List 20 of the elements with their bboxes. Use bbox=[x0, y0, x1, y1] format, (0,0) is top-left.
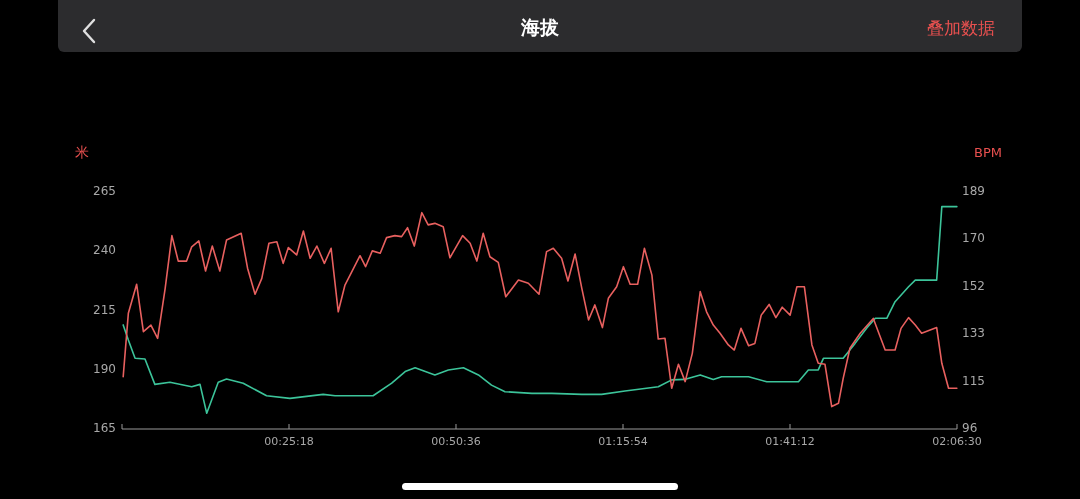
y-tick-label: 215 bbox=[93, 302, 116, 317]
x-tick-label: 01:15:54 bbox=[598, 435, 648, 448]
y-axis-title: 米 bbox=[75, 144, 89, 160]
y2-tick-label: 115 bbox=[962, 373, 985, 388]
x-tick-label: 00:50:36 bbox=[431, 435, 481, 448]
y-tick-label: 240 bbox=[93, 243, 116, 258]
x-tick-label: 01:41:12 bbox=[765, 435, 815, 448]
y2-tick-label: 170 bbox=[962, 231, 985, 246]
annotation: 叠加数据 bbox=[927, 18, 995, 38]
title: 海拔 bbox=[521, 16, 559, 38]
y2-axis-title: BPM bbox=[974, 145, 1002, 160]
x-tick-label: 00:25:18 bbox=[264, 435, 314, 448]
y-tick-label: 165 bbox=[93, 421, 116, 435]
y-tick-label: 265 bbox=[93, 184, 116, 198]
y2-tick-label: 152 bbox=[962, 278, 985, 293]
y2-tick-label: 189 bbox=[962, 184, 985, 198]
y-tick-label: 190 bbox=[93, 361, 116, 376]
x-tick-label: 02:06:30 bbox=[932, 435, 982, 448]
y2-tick-label: 96 bbox=[962, 421, 978, 435]
y2-tick-label: 133 bbox=[962, 326, 985, 341]
